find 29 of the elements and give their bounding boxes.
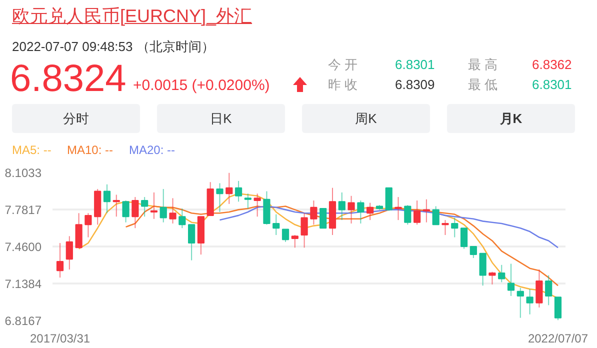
text: 今 开	[328, 56, 358, 74]
text: 最 高	[468, 56, 498, 74]
text: 最 低	[468, 76, 498, 94]
text: 6.8301	[532, 76, 572, 94]
y-tick-label: 6.8167	[4, 314, 42, 328]
text: 6.8309	[395, 76, 435, 94]
chart-title: 欧元兑人民币[EURCNY]_外汇	[12, 5, 252, 28]
text: 分时	[12, 104, 140, 133]
y-tick-label: 8.1033	[4, 166, 42, 180]
text: 6.8324	[10, 58, 126, 100]
x-tick-label: 2017/03/31	[30, 332, 90, 346]
y-tick-label: 7.1384	[4, 276, 42, 291]
text: 6.8301	[395, 56, 435, 74]
text: 周K	[302, 104, 430, 133]
text: +0.0015 (+0.0200%)	[133, 76, 270, 96]
y-tick-label: 7.7817	[4, 202, 42, 217]
text: 月K	[447, 104, 575, 133]
text: 昨 收	[328, 76, 358, 94]
text: 2022-07-07 09:48:53 （北京时间）	[12, 38, 214, 56]
text: MA5: --	[12, 142, 52, 159]
text: 6.8362	[532, 56, 572, 74]
candlestick	[320, 208, 327, 229]
line-series	[125, 206, 559, 286]
candlestick	[385, 187, 392, 212]
text: MA10: --	[67, 142, 114, 159]
y-tick-label: 7.4600	[4, 240, 42, 254]
text: 日K	[157, 104, 285, 133]
text: MA20: --	[129, 142, 176, 159]
x-tick-label: 2022/07/07	[528, 332, 588, 346]
